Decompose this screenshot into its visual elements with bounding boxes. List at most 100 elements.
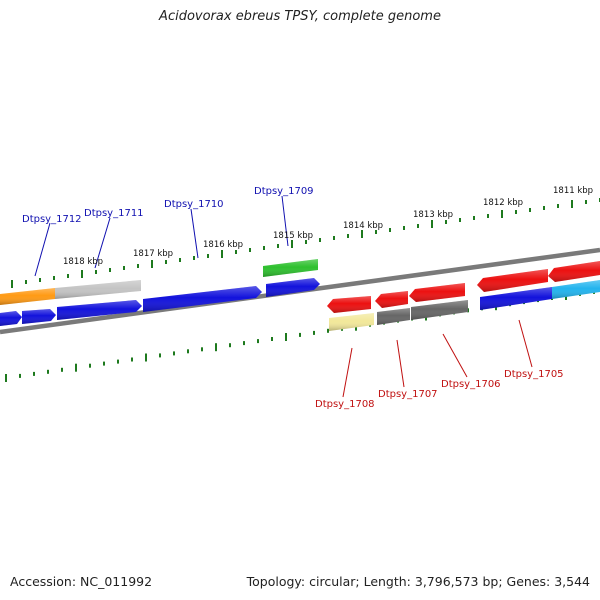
lower-scale-minor-tick bbox=[33, 371, 35, 376]
upper-scale-minor-tick bbox=[459, 218, 461, 222]
gene-forward-a-shade bbox=[0, 311, 22, 326]
upper-scale-minor-tick bbox=[235, 250, 237, 254]
upper-scale-minor-tick bbox=[389, 228, 391, 232]
lower-scale-minor-tick bbox=[201, 347, 203, 352]
gene-reverse-d-shade bbox=[477, 269, 548, 292]
lower-scale-minor-tick bbox=[229, 343, 231, 348]
scale-label-1814: 1814 kbp bbox=[343, 221, 383, 231]
upper-scale-minor-tick bbox=[179, 258, 181, 262]
label-dtpsy-1706[interactable]: Dtpsy_1706 bbox=[441, 379, 501, 390]
upper-scale-minor-tick bbox=[123, 266, 125, 270]
gene-dtpsy-1707-shade bbox=[377, 308, 410, 325]
gene-dtpsy-1710-shade bbox=[143, 286, 262, 312]
upper-scale-major-tick bbox=[501, 210, 503, 218]
upper-scale-minor-tick bbox=[403, 226, 405, 230]
lower-scale-major-tick bbox=[5, 374, 7, 382]
lower-scale-major-tick bbox=[285, 333, 287, 341]
upper-scale-minor-tick bbox=[487, 214, 489, 218]
lower-scale-major-tick bbox=[75, 363, 77, 372]
label-dtpsy-1705[interactable]: Dtpsy_1705 bbox=[504, 369, 564, 380]
scale-label-1815: 1815 kbp bbox=[273, 231, 313, 241]
topology-text: Topology: circular; Length: 3,796,573 bp… bbox=[246, 574, 590, 589]
gene-reverse-e-shade bbox=[548, 261, 600, 282]
gene-dtpsy-1711-shade bbox=[55, 280, 141, 299]
lower-scale-minor-tick bbox=[299, 332, 301, 337]
upper-scale-major-tick bbox=[431, 220, 433, 228]
label-dtpsy-1708[interactable]: Dtpsy_1708 bbox=[315, 399, 375, 410]
upper-scale-minor-tick bbox=[95, 270, 97, 274]
upper-scale-major-tick bbox=[81, 270, 83, 278]
label-dtpsy-1707[interactable]: Dtpsy_1707 bbox=[378, 389, 438, 400]
upper-scale-minor-tick bbox=[109, 268, 111, 272]
upper-scale-major-tick bbox=[571, 200, 573, 208]
upper-scale-minor-tick bbox=[39, 278, 41, 282]
label-dtpsy-1710[interactable]: Dtpsy_1710 bbox=[164, 199, 224, 210]
lower-scale-minor-tick bbox=[47, 369, 49, 374]
gene-dtpsy-1705-shade bbox=[480, 287, 552, 310]
lower-scale-minor-tick bbox=[117, 359, 119, 364]
gene-reverse-b-shade bbox=[375, 291, 408, 308]
lower-scale-minor-tick bbox=[89, 363, 91, 368]
gene-forward-b-shade bbox=[22, 309, 56, 324]
lower-scale-major-tick bbox=[145, 353, 147, 362]
gene-dtpsy-1708-shade bbox=[329, 313, 374, 331]
lower-scale-minor-tick bbox=[271, 337, 273, 341]
upper-scale-major-tick bbox=[291, 240, 293, 248]
upper-scale-minor-tick bbox=[137, 264, 139, 268]
gene-dtpsy-1709-shade bbox=[263, 259, 318, 277]
gene-reverse-c-shade bbox=[409, 283, 465, 302]
upper-scale-minor-tick bbox=[277, 244, 279, 248]
lower-scale-minor-tick bbox=[131, 357, 133, 362]
lower-scale-minor-tick bbox=[327, 328, 329, 333]
upper-scale-minor-tick bbox=[375, 230, 377, 234]
upper-scale-minor-tick bbox=[543, 206, 545, 210]
lower-scale-minor-tick bbox=[103, 361, 105, 366]
lower-scale-minor-tick bbox=[187, 349, 189, 354]
upper-scale-minor-tick bbox=[417, 224, 419, 228]
gene-dtpsy-1712-shade bbox=[0, 288, 55, 305]
upper-scale-minor-tick bbox=[53, 276, 55, 280]
upper-scale-major-tick bbox=[11, 280, 13, 288]
accession-text: Accession: NC_011992 bbox=[10, 574, 153, 589]
lower-scale-minor-tick bbox=[243, 341, 245, 346]
upper-scale-minor-tick bbox=[25, 280, 27, 284]
lower-scale-minor-tick bbox=[159, 353, 161, 358]
upper-scale-minor-tick bbox=[305, 240, 307, 244]
upper-scale-minor-tick bbox=[445, 220, 447, 224]
upper-scale-minor-tick bbox=[165, 260, 167, 264]
upper-scale-major-tick bbox=[151, 260, 153, 268]
upper-scale-minor-tick bbox=[333, 236, 335, 240]
upper-scale-major-tick bbox=[361, 230, 363, 238]
lower-scale-minor-tick bbox=[257, 339, 259, 344]
upper-scale-major-tick bbox=[221, 250, 223, 258]
label-dtpsy-1712[interactable]: Dtpsy_1712 bbox=[22, 214, 82, 225]
upper-scale-minor-tick bbox=[529, 208, 531, 212]
lower-scale-minor-tick bbox=[61, 367, 63, 372]
map-title: Acidovorax ebreus TPSY, complete genome bbox=[159, 9, 441, 24]
scale-label-1818: 1818 kbp bbox=[63, 257, 103, 267]
lower-scale-minor-tick bbox=[313, 330, 315, 335]
upper-scale-minor-tick bbox=[585, 200, 587, 204]
label-dtpsy-1709[interactable]: Dtpsy_1709 bbox=[254, 186, 314, 197]
scale-label-1811: 1811 kbp bbox=[553, 186, 593, 196]
gene-cyan-shade bbox=[552, 280, 600, 299]
gene-dtpsy-1706-shade bbox=[411, 300, 468, 320]
upper-scale-minor-tick bbox=[193, 256, 195, 260]
label-dtpsy-1711[interactable]: Dtpsy_1711 bbox=[84, 208, 144, 219]
gene-forward-e-shade bbox=[266, 278, 320, 297]
upper-scale-minor-tick bbox=[67, 274, 69, 278]
upper-scale-minor-tick bbox=[249, 248, 251, 252]
gene-reverse-a-shade bbox=[327, 296, 371, 313]
lower-scale-minor-tick bbox=[173, 351, 175, 356]
upper-scale-minor-tick bbox=[319, 238, 321, 242]
scale-label-1817: 1817 kbp bbox=[133, 249, 173, 259]
upper-scale-minor-tick bbox=[473, 216, 475, 220]
scale-label-1812: 1812 kbp bbox=[483, 198, 523, 208]
upper-scale-minor-tick bbox=[263, 246, 265, 250]
scale-label-1813: 1813 kbp bbox=[413, 210, 453, 220]
lower-scale-major-tick bbox=[215, 343, 217, 352]
gene-forward-c-shade bbox=[57, 300, 142, 320]
lower-scale-minor-tick bbox=[19, 373, 21, 378]
